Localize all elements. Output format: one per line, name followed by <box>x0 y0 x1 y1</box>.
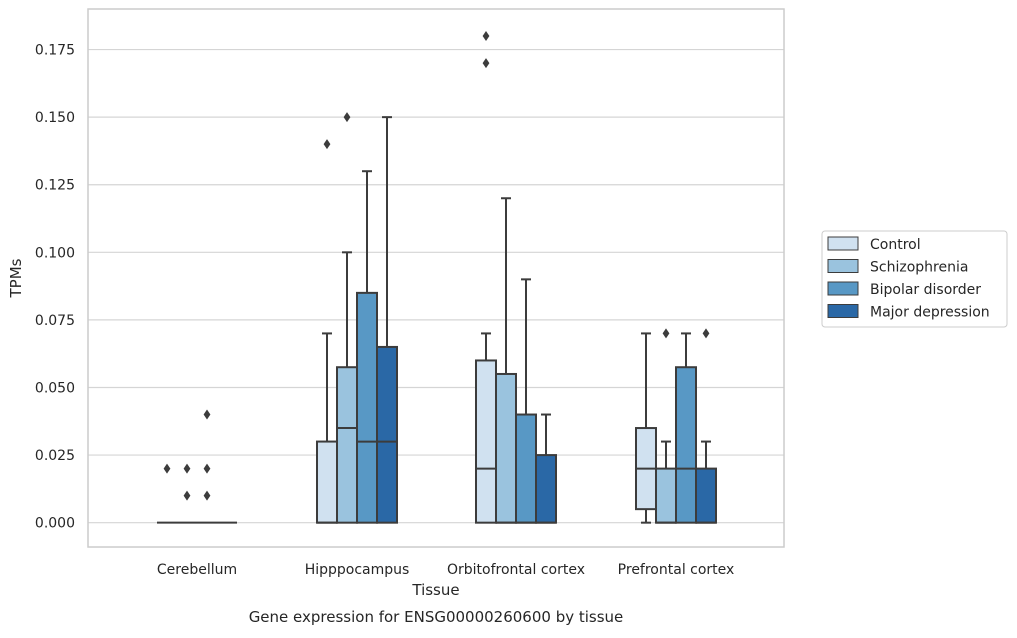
legend-swatch <box>827 259 859 273</box>
box-body <box>515 413 537 524</box>
grid-layer <box>88 48 784 524</box>
box-body <box>376 345 398 524</box>
box-3-1 <box>475 31 497 524</box>
box-4-2 <box>655 328 677 524</box>
outlier-point <box>323 139 331 150</box>
box-2-2 <box>336 112 358 524</box>
box-1-3 <box>197 409 217 524</box>
x-tick-label: Cerebellum <box>157 562 237 578</box>
box-4-3 <box>675 332 697 524</box>
legend-swatch <box>827 304 859 318</box>
legend-items: Control Schizophrenia Bipolar disorder Majo… <box>827 236 990 321</box>
y-tick-label: 0.100 <box>35 245 75 261</box>
boxes-layer <box>157 31 717 524</box>
outlier-point <box>702 328 710 339</box>
y-tick-label: 0.050 <box>35 380 75 396</box>
box-2-4 <box>376 116 398 524</box>
outlier-point <box>163 463 171 474</box>
box-3-2 <box>495 197 517 524</box>
outlier-point <box>203 490 211 501</box>
chart-title: Gene expression for ENSG00000260600 by t… <box>249 608 624 626</box>
legend-frame <box>821 230 1008 328</box>
box-body <box>475 359 497 524</box>
outlier-point <box>662 328 670 339</box>
outlier-point <box>482 31 490 42</box>
legend-label: Bipolar disorder <box>870 282 981 298</box>
outlier-point <box>183 490 191 501</box>
legend-label: Schizophrenia <box>870 260 968 276</box>
box-body <box>695 467 717 524</box>
box-4-1 <box>635 332 657 524</box>
box-2-3 <box>356 170 378 524</box>
x-tick-labels: Cerebellum Hipppocampus Orbitofrontal cort… <box>157 562 734 578</box>
box-body <box>336 366 358 524</box>
outlier-point <box>203 409 211 420</box>
y-tick-label: 0.000 <box>35 516 75 532</box>
legend-swatch <box>827 281 859 296</box>
legend-label: Major depression <box>870 305 990 321</box>
plot-frame <box>87 8 785 548</box>
box-1-1 <box>157 463 177 524</box>
y-tick-label: 0.175 <box>35 43 75 59</box>
x-tick-label: Orbitofrontal cortex <box>447 562 585 578</box>
y-tick-label: 0.150 <box>35 110 75 126</box>
box-3-3 <box>515 278 537 524</box>
box-body <box>316 440 338 524</box>
box-4-4 <box>695 328 717 524</box>
box-2-1 <box>316 139 338 524</box>
box-3-4 <box>535 413 557 524</box>
y-tick-label: 0.125 <box>35 178 75 194</box>
box-body <box>535 454 557 524</box>
y-tick-labels: 0.000 0.025 0.050 0.075 0.100 0.125 0.150 0.175 <box>35 43 75 532</box>
outlier-point <box>183 463 191 474</box>
outlier-point <box>343 112 351 123</box>
box-body <box>675 366 697 524</box>
box-body <box>356 291 378 524</box>
legend-swatch <box>827 236 859 251</box>
legend-label: Control <box>870 237 921 253</box>
box-1-2 <box>177 463 197 524</box>
x-tick-label: Hipppocampus <box>305 562 410 578</box>
outlier-point <box>482 58 490 69</box>
x-axis-label: Tissue <box>411 581 459 599</box>
y-tick-label: 0.025 <box>35 448 75 464</box>
box-body <box>495 372 517 524</box>
legend: Control Schizophrenia Bipolar disorder Majo… <box>821 230 1008 328</box>
y-tick-label: 0.075 <box>35 313 75 329</box>
box-body <box>655 467 677 524</box>
x-tick-label: Prefrontal cortex <box>618 562 735 578</box>
outlier-point <box>203 463 211 474</box>
y-axis-label: TPMs <box>7 258 25 298</box>
